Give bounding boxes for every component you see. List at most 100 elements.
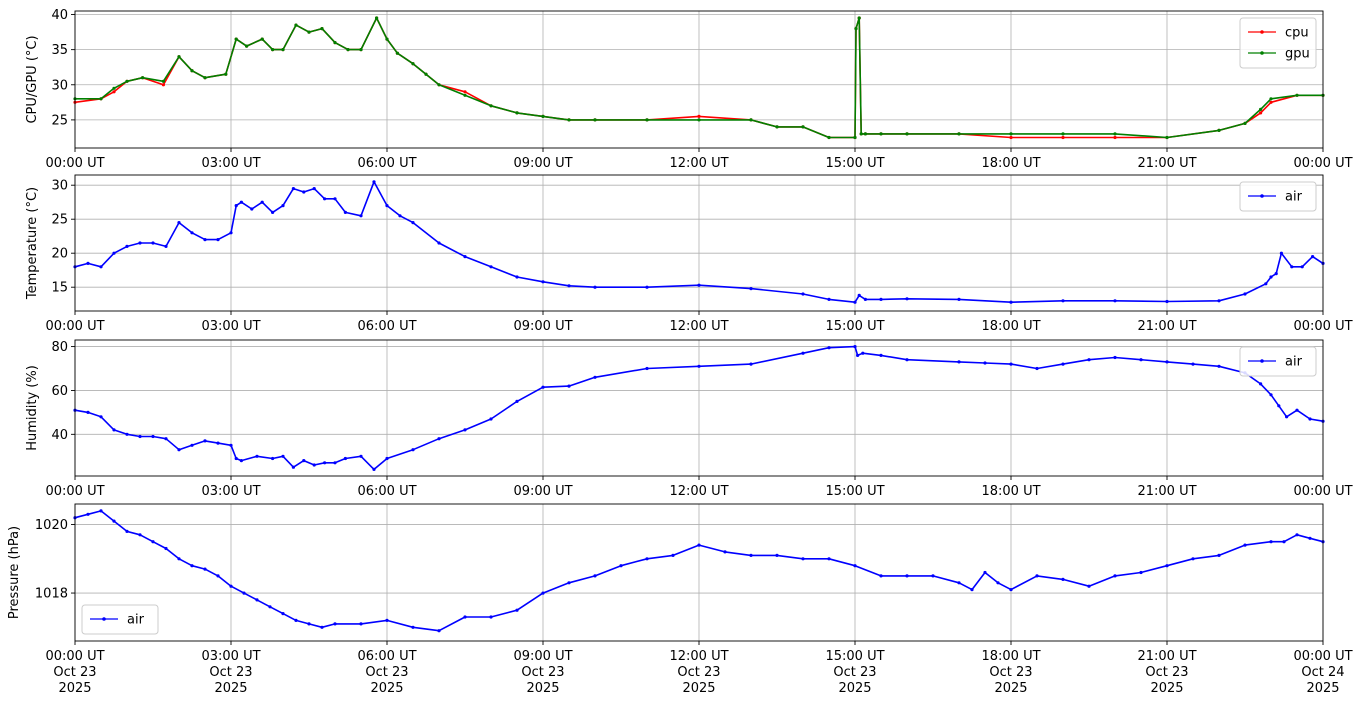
data-point-gpu (957, 132, 961, 136)
data-point-air (343, 210, 347, 214)
data-point-air (827, 557, 831, 561)
data-point-gpu (853, 135, 857, 140)
data-point-gpu (224, 72, 228, 76)
data-point-air (239, 459, 243, 463)
data-point-gpu (1243, 121, 1247, 125)
data-point-air (203, 567, 207, 571)
y-tick-label: 30 (51, 179, 68, 194)
data-point-air (1061, 577, 1065, 582)
data-point-gpu (1259, 107, 1263, 111)
data-point-air (359, 622, 363, 626)
series-line-air (74, 345, 1324, 471)
data-point-air (411, 221, 415, 225)
data-point-gpu (346, 48, 350, 52)
data-point-air (312, 187, 316, 191)
legend-marker-air (1260, 359, 1264, 363)
data-point-air (515, 608, 519, 612)
data-point-air (1087, 584, 1091, 588)
data-point-air (671, 553, 675, 558)
data-point-air (164, 546, 168, 551)
y-axis-label: Humidity (%) (25, 365, 40, 451)
y-tick-label: 40 (51, 8, 68, 23)
data-point-air (619, 564, 623, 568)
data-point-cpu (1061, 135, 1065, 140)
data-point-gpu (515, 111, 519, 115)
data-point-air (359, 214, 363, 218)
data-point-air (697, 283, 701, 287)
x-tick-label: 09:00 UT Oct 23 2025 (513, 649, 572, 696)
data-point-air (905, 358, 909, 362)
data-point-air (151, 434, 155, 439)
data-point-air (749, 362, 753, 366)
data-point-gpu (645, 118, 649, 122)
x-tick-label: 21:00 UT (1137, 319, 1196, 334)
series-line-air (74, 181, 1324, 304)
data-point-gpu (112, 86, 116, 90)
x-tick-label: 06:00 UT (357, 484, 416, 499)
data-point-air (567, 384, 571, 388)
y-tick-label: 40 (51, 428, 68, 443)
data-point-cpu (1269, 100, 1273, 104)
data-point-gpu (271, 48, 275, 52)
data-point-air (801, 292, 805, 296)
x-tick-label: 09:00 UT (513, 156, 572, 171)
legend-label-air: air (127, 613, 145, 628)
y-tick-label: 60 (51, 384, 68, 399)
x-tick-label: 00:00 UT (45, 484, 104, 499)
data-point-air (216, 574, 220, 578)
data-point-air (1295, 533, 1299, 537)
data-point-air (112, 519, 116, 523)
data-point-air (463, 615, 467, 619)
data-point-air (541, 591, 545, 595)
data-point-gpu (859, 132, 863, 136)
data-point-cpu (463, 90, 467, 94)
data-point-gpu (541, 114, 545, 118)
data-point-air (99, 415, 103, 419)
data-point-air (411, 448, 415, 452)
data-point-air (515, 399, 519, 403)
data-point-air (1061, 362, 1065, 366)
data-point-air (138, 241, 142, 245)
data-point-air (229, 584, 233, 588)
data-point-air (541, 280, 545, 284)
data-point-air (996, 581, 1000, 585)
legend: air (1239, 346, 1317, 377)
x-tick-label: 00:00 UT (45, 319, 104, 334)
data-point-gpu (863, 132, 868, 136)
data-point-air (1217, 364, 1221, 368)
data-point-air (190, 564, 194, 568)
x-tick-label: 12:00 UT (669, 156, 728, 171)
data-point-air (1285, 415, 1289, 419)
data-point-air (203, 439, 207, 443)
legend-marker-cpu (1260, 30, 1264, 34)
data-point-air (856, 353, 860, 357)
x-tick-label: 18:00 UT (981, 319, 1040, 334)
data-point-air (593, 375, 597, 379)
data-point-air (857, 293, 861, 297)
chart-panel-1: 00:00 UT 03:00 UT 06:00 UT 09:00 UT 12:00 UT… (25, 8, 1353, 171)
data-point-air (1269, 275, 1273, 279)
data-point-air (112, 251, 116, 255)
y-tick-label: 30 (51, 78, 68, 93)
x-tick-label: 03:00 UT Oct 23 2025 (201, 649, 260, 696)
data-point-air (86, 410, 90, 414)
legend-marker-air (102, 617, 106, 621)
data-point-gpu (234, 37, 238, 41)
y-tick-label: 1018 (35, 587, 68, 602)
data-point-air (372, 180, 376, 184)
data-point-gpu (359, 48, 363, 52)
data-point-air (312, 463, 316, 467)
data-point-air (1113, 299, 1117, 303)
data-point-gpu (125, 79, 129, 83)
y-tick-label: 35 (51, 43, 68, 58)
data-point-air (229, 443, 233, 447)
data-point-air (291, 465, 295, 469)
y-tick-label: 25 (51, 213, 68, 228)
data-point-air (302, 190, 306, 194)
data-point-air (957, 360, 961, 364)
data-point-air (250, 207, 254, 211)
data-point-air (437, 437, 441, 441)
data-point-air (333, 622, 337, 626)
data-point-air (1295, 408, 1299, 412)
